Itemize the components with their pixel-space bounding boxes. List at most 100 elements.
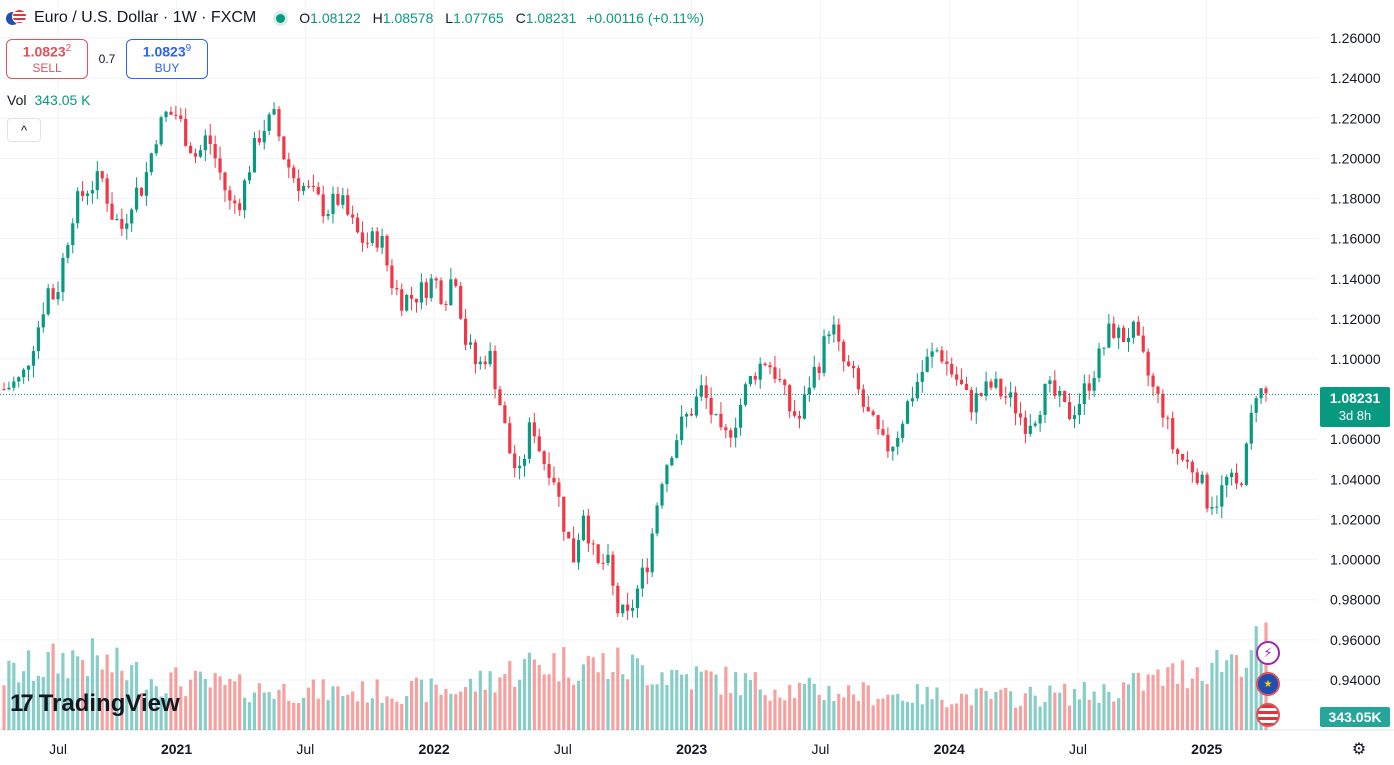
volume-bar	[748, 679, 752, 730]
candle-body	[763, 363, 767, 366]
volume-bar	[768, 700, 772, 730]
candle-body	[896, 437, 900, 447]
candle-body	[297, 178, 301, 191]
candle-body	[871, 411, 875, 416]
candle-body	[272, 109, 276, 115]
volume-bar	[773, 689, 777, 730]
volume-bar	[243, 697, 247, 730]
candle-body	[262, 130, 266, 143]
volume-bar	[1249, 650, 1253, 730]
candle-body	[940, 350, 944, 362]
candle-body	[267, 114, 271, 131]
candle-body	[434, 278, 438, 281]
candle-body	[576, 540, 581, 563]
candle-body	[130, 209, 134, 224]
volume-bar	[76, 656, 80, 730]
candle-body	[611, 554, 615, 586]
candle-body	[567, 531, 571, 539]
candle-body	[1023, 417, 1027, 434]
candle-body	[837, 324, 841, 342]
candle-body	[409, 295, 414, 299]
volume-bar	[7, 660, 11, 730]
volume-bar	[621, 674, 625, 730]
volume-bar	[80, 659, 85, 730]
x-tick-label: Jul	[296, 741, 314, 757]
candle-body	[316, 187, 320, 195]
us-flag-icon[interactable]	[1256, 703, 1280, 727]
volume-bar	[738, 695, 743, 730]
candle-body	[1190, 461, 1194, 473]
candle-body	[71, 223, 75, 246]
candle-body	[390, 265, 394, 289]
volume-bar	[1136, 672, 1140, 730]
volume-bar	[228, 678, 232, 730]
candle-body	[321, 194, 325, 217]
candle-body	[355, 217, 360, 233]
candle-body	[984, 381, 988, 396]
buy-button[interactable]: 1.08239 BUY	[126, 39, 208, 79]
collapse-indicators-button[interactable]: ^	[7, 118, 41, 142]
volume-bar	[218, 676, 222, 730]
volume-bar	[572, 684, 576, 730]
candle-body	[861, 389, 865, 407]
volume-bar	[439, 694, 443, 730]
volume-bar	[434, 684, 438, 730]
candle-body	[46, 288, 50, 315]
volume-bar	[532, 659, 536, 730]
x-tick-label: 2024	[934, 741, 965, 757]
volume-bar	[812, 683, 816, 730]
candle-body	[994, 378, 998, 388]
volume-bar	[719, 694, 723, 730]
sell-button[interactable]: 1.08232 SELL	[6, 39, 88, 79]
y-tick-label: 0.94000	[1330, 672, 1381, 688]
volume-bar	[925, 686, 929, 730]
volume-bar	[1161, 685, 1165, 730]
volume-bar	[635, 658, 640, 730]
candle-body	[365, 242, 369, 244]
volume-bar	[783, 700, 787, 730]
volume-bar	[493, 692, 497, 730]
y-tick-label: 1.00000	[1330, 552, 1381, 568]
candle-body	[1200, 474, 1204, 484]
candle-body	[591, 543, 595, 545]
volume-bar	[881, 698, 885, 730]
volume-bar	[365, 702, 369, 730]
tradingview-logo[interactable]: 17 TradingView	[10, 690, 180, 718]
volume-bar	[203, 679, 207, 730]
candle-body	[930, 351, 934, 357]
candle-body	[1161, 393, 1165, 418]
candle-body	[1043, 383, 1047, 415]
candle-body	[198, 150, 203, 157]
volume-bar	[650, 684, 654, 730]
volume-bar	[380, 703, 384, 730]
candle-body	[1220, 485, 1224, 507]
candle-body	[66, 245, 70, 258]
candle-body	[26, 365, 31, 370]
volume-bar	[61, 652, 65, 730]
gear-icon[interactable]: ⚙	[1351, 741, 1367, 758]
volume-bar	[758, 689, 762, 730]
volume-bar	[419, 679, 423, 730]
volume-bar	[1234, 655, 1239, 730]
candle-body	[405, 295, 409, 311]
candle-body	[969, 389, 973, 413]
candle-body	[655, 505, 659, 534]
candle-body	[797, 415, 802, 419]
candle-body	[1112, 323, 1116, 338]
volume-bar	[930, 699, 934, 730]
eu-flag-icon[interactable]: ★	[1256, 672, 1280, 696]
candle-body	[915, 381, 919, 399]
volume-bar	[385, 696, 389, 730]
lightning-icon[interactable]: ⚡	[1256, 641, 1280, 665]
volume-bar	[522, 658, 527, 730]
candle-body	[159, 117, 163, 145]
volume-bar	[188, 679, 193, 730]
candle-body	[1058, 390, 1062, 396]
volume-bar	[262, 692, 266, 730]
candle-body	[1013, 392, 1018, 414]
candle-body	[758, 363, 762, 380]
volume-bar	[1077, 699, 1082, 730]
candle-body	[783, 379, 787, 386]
symbol-title[interactable]: Euro / U.S. Dollar · 1W · FXCM	[34, 9, 257, 26]
